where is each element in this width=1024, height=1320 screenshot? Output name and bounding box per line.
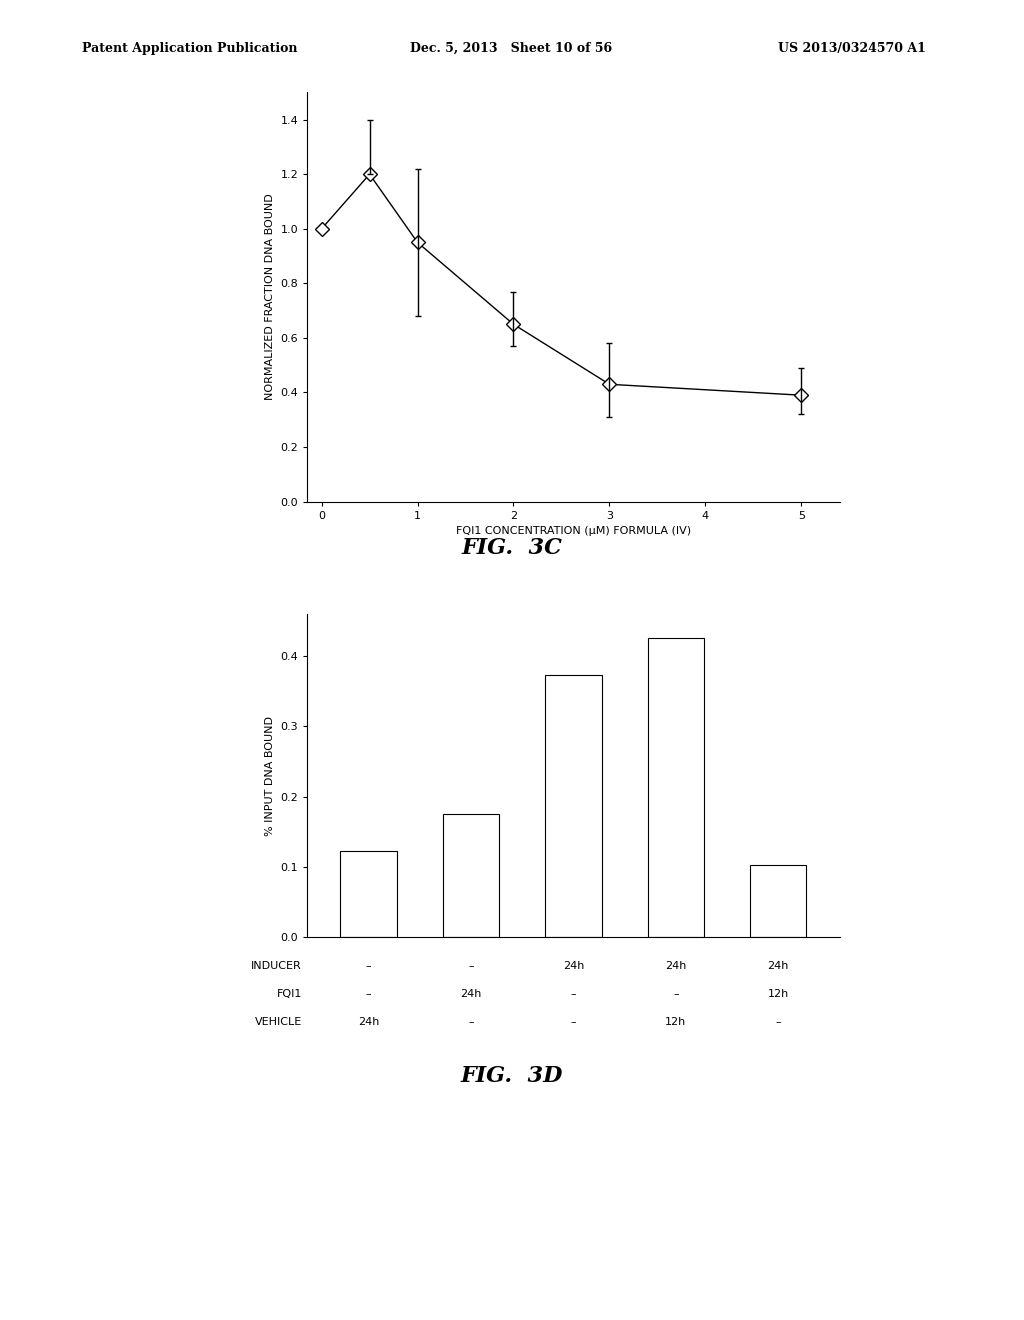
Text: INDUCER: INDUCER xyxy=(251,961,302,972)
Text: 24h: 24h xyxy=(666,961,686,972)
Text: –: – xyxy=(366,961,372,972)
Text: FQI1: FQI1 xyxy=(276,989,302,999)
Bar xyxy=(750,866,807,937)
Text: 24h: 24h xyxy=(358,1016,379,1027)
Text: 24h: 24h xyxy=(461,989,481,999)
Text: –: – xyxy=(366,989,372,999)
Y-axis label: NORMALIZED FRACTION DNA BOUND: NORMALIZED FRACTION DNA BOUND xyxy=(265,194,274,400)
Text: VEHICLE: VEHICLE xyxy=(255,1016,302,1027)
Bar xyxy=(340,850,397,937)
Text: –: – xyxy=(570,1016,577,1027)
Bar xyxy=(443,814,500,937)
Text: –: – xyxy=(673,989,679,999)
Bar xyxy=(546,675,602,937)
Text: Dec. 5, 2013   Sheet 10 of 56: Dec. 5, 2013 Sheet 10 of 56 xyxy=(410,42,611,55)
Text: –: – xyxy=(570,989,577,999)
Text: 24h: 24h xyxy=(768,961,788,972)
Text: –: – xyxy=(468,961,474,972)
Text: 12h: 12h xyxy=(666,1016,686,1027)
Text: US 2013/0324570 A1: US 2013/0324570 A1 xyxy=(778,42,926,55)
Text: 24h: 24h xyxy=(563,961,584,972)
Text: FIG.  3C: FIG. 3C xyxy=(462,537,562,558)
X-axis label: FQI1 CONCENTRATION (μM) FORMULA (IV): FQI1 CONCENTRATION (μM) FORMULA (IV) xyxy=(456,527,691,536)
Text: –: – xyxy=(775,1016,781,1027)
Y-axis label: % INPUT DNA BOUND: % INPUT DNA BOUND xyxy=(265,715,274,836)
Text: –: – xyxy=(468,1016,474,1027)
Text: FIG.  3D: FIG. 3D xyxy=(461,1065,563,1086)
Text: 12h: 12h xyxy=(768,989,788,999)
Bar xyxy=(648,639,705,937)
Text: Patent Application Publication: Patent Application Publication xyxy=(82,42,297,55)
